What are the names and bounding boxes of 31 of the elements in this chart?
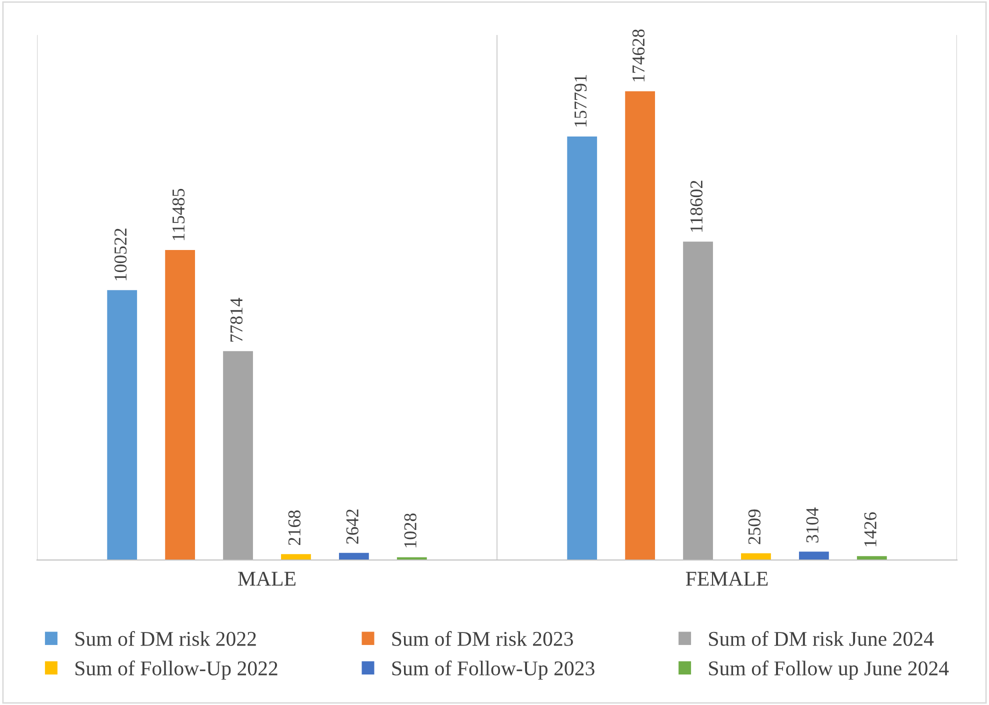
data-label: 174628 <box>632 29 645 82</box>
x-tick-label: FEMALE <box>686 572 768 586</box>
data-label: 1028 <box>404 513 416 548</box>
data-label: 157791 <box>574 75 587 127</box>
bar <box>107 290 138 560</box>
data-label: 1426 <box>864 512 876 546</box>
data-label: 115485 <box>172 188 185 240</box>
legend-label: Sum of DM risk 2022 <box>76 631 256 646</box>
legend-label: Sum of Follow up June 2024 <box>709 660 949 680</box>
data-label: 2168 <box>288 510 300 546</box>
data-label: 3104 <box>806 508 818 542</box>
legend-label: Sum of Follow-Up 2022 <box>76 660 278 680</box>
data-label: 118602 <box>690 180 703 232</box>
bar <box>165 250 196 560</box>
bar <box>683 242 713 560</box>
bar <box>396 557 427 560</box>
bar <box>338 552 369 560</box>
data-label: 77814 <box>230 298 243 342</box>
bar <box>567 136 598 560</box>
bar <box>223 351 253 560</box>
data-label: 100522 <box>114 228 127 280</box>
bar <box>625 91 656 560</box>
legend-label: Sum of Follow-Up 2023 <box>392 660 594 680</box>
legend-label: Sum of DM risk 2023 <box>392 631 573 646</box>
data-label: 2642 <box>346 509 358 544</box>
data-label: 2509 <box>748 510 760 544</box>
bar <box>856 556 887 560</box>
bar <box>798 552 829 560</box>
x-tick-label: MALE <box>238 572 296 586</box>
bar <box>281 554 311 560</box>
legend-label: Sum of DM risk June 2024 <box>709 631 934 646</box>
